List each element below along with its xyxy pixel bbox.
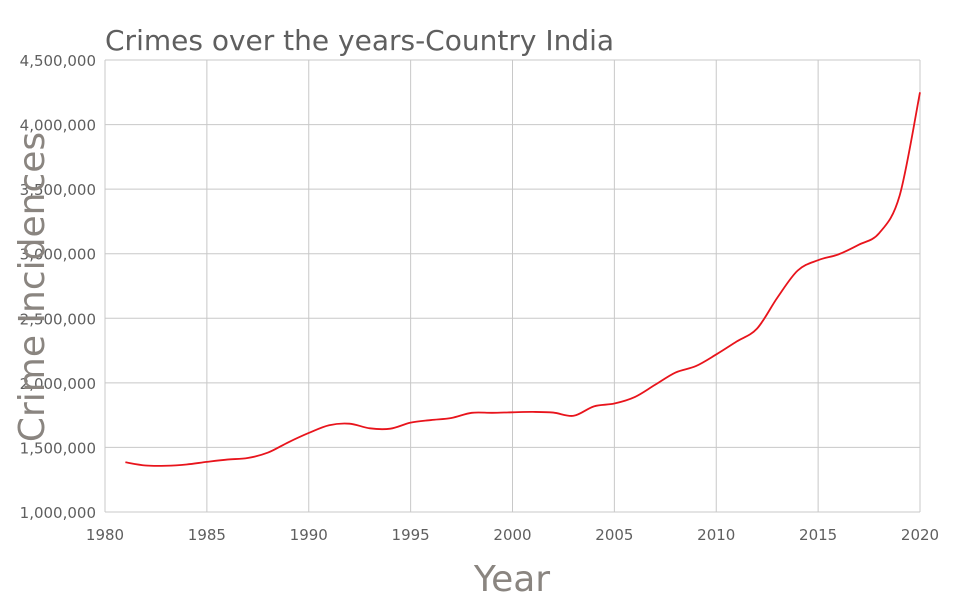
x-gridlines — [104, 60, 921, 512]
y-tick-label: 3,500,000 — [20, 181, 96, 199]
x-tick-label: 2000 — [493, 526, 531, 544]
x-axis-ticks: 1980 1985 1990 1995 2000 2005 2010 2015 2020 — [86, 526, 939, 544]
x-tick-label: 2015 — [799, 526, 837, 544]
x-tick-label: 1980 — [86, 526, 124, 544]
chart-title: Crimes over the years-Country India — [105, 24, 614, 57]
x-tick-label: 2010 — [697, 526, 735, 544]
series-line-india — [125, 92, 921, 467]
x-tick-label: 2020 — [901, 526, 939, 544]
x-axis-title: Year — [473, 559, 550, 600]
x-tick-label: 1990 — [290, 526, 328, 544]
y-tick-label: 2,500,000 — [20, 310, 96, 328]
y-tick-label: 4,500,000 — [20, 52, 96, 70]
y-gridlines — [105, 59, 920, 513]
y-tick-label: 3,000,000 — [20, 246, 96, 264]
y-tick-label: 2,000,000 — [20, 375, 96, 393]
y-axis-title: Crime Incidences — [12, 132, 53, 442]
x-tick-label: 1985 — [188, 526, 226, 544]
x-tick-label: 1995 — [392, 526, 430, 544]
y-tick-label: 1,500,000 — [20, 439, 96, 457]
y-tick-label: 1,000,000 — [20, 504, 96, 522]
series-layer — [125, 92, 921, 467]
y-axis-ticks: 1,000,000 1,500,000 2,000,000 2,500,000 3,00… — [20, 52, 96, 522]
x-tick-label: 2005 — [595, 526, 633, 544]
y-tick-label: 4,000,000 — [20, 117, 96, 135]
